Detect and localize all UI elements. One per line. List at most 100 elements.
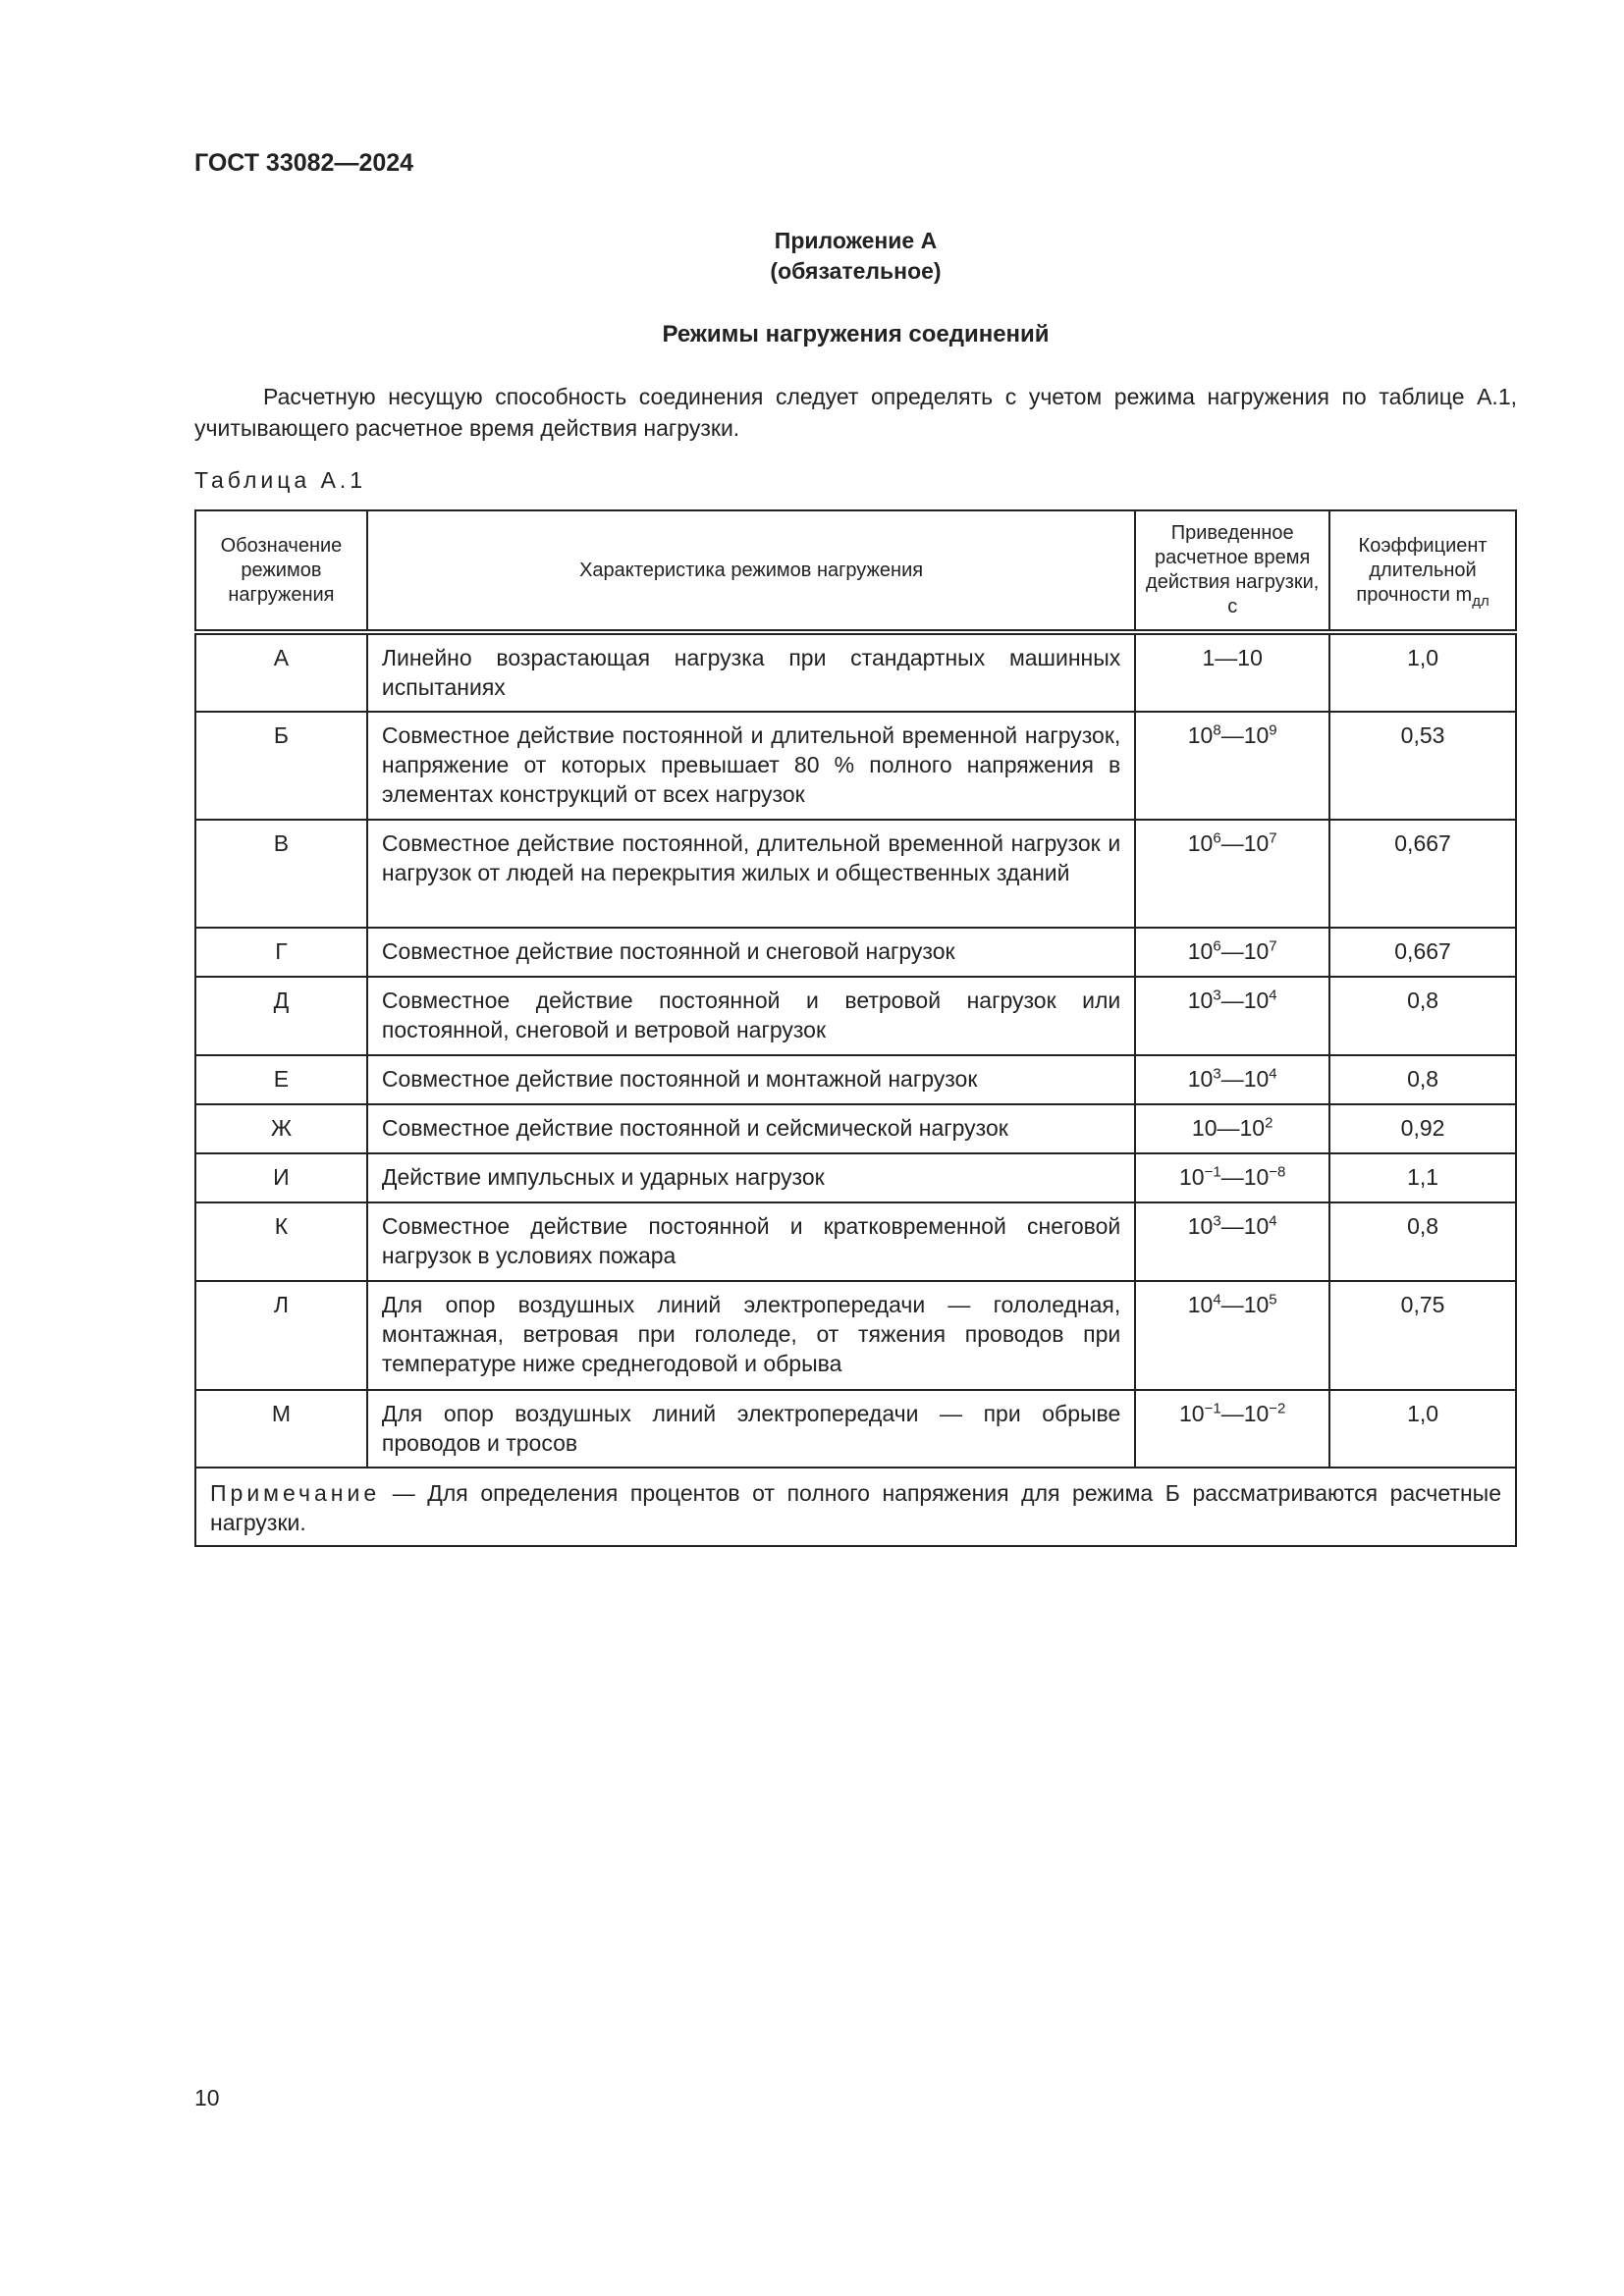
time-cell: 1—10 (1134, 631, 1331, 713)
header-coefficient-subscript: дл (1472, 592, 1489, 610)
time-to-exponent: −2 (1269, 1400, 1286, 1417)
description-cell: Совместное действие постоянной и кратков… (365, 1201, 1137, 1282)
coefficient-cell: 0,75 (1328, 1280, 1517, 1391)
description-cell: Совместное действие постоянной и снегово… (365, 927, 1137, 978)
time-to-exponent: 7 (1269, 937, 1277, 955)
table-row: Г Совместное действие постоянной и снегов… (194, 927, 1517, 978)
time-cell: 108—109 (1134, 711, 1331, 821)
table-row: Ж Совместное действие постоянной и сейсми… (194, 1103, 1517, 1154)
mode-cell: Б (194, 711, 368, 821)
time-to: 10 (1243, 1401, 1270, 1426)
time-from: 10 (1187, 1292, 1214, 1317)
table-header-row: Обозначение режимов нагружения Характери… (194, 509, 1517, 633)
time-cell: 103—104 (1134, 1054, 1331, 1105)
time-to: 10 (1243, 988, 1270, 1013)
description-cell: Совместное действие постоянной и ветрово… (365, 976, 1137, 1056)
time-from-exponent: 3 (1213, 1065, 1221, 1083)
time-from-exponent: 8 (1213, 721, 1221, 739)
time-to-exponent: 4 (1269, 1065, 1277, 1083)
table-row: Д Совместное действие постоянной и ветров… (194, 976, 1517, 1056)
coefficient-cell: 0,8 (1328, 1054, 1517, 1105)
time-to-exponent: 4 (1269, 987, 1277, 1004)
time-from: 10 (1187, 722, 1214, 748)
time-from-exponent: 6 (1213, 937, 1221, 955)
time-to: 10 (1239, 1115, 1266, 1141)
mode-cell: В (194, 819, 368, 929)
time-to: 10 (1243, 1164, 1270, 1190)
time-cell: 10—102 (1134, 1103, 1331, 1154)
table-note: Примечание — Для определения процентов о… (194, 1467, 1517, 1547)
description-cell: Совместное действие постоянной и монтажн… (365, 1054, 1137, 1105)
header-coefficient-label: Коэффициент длительной прочности m (1356, 534, 1488, 606)
time-to: 10 (1243, 1292, 1270, 1317)
time-from-exponent: 6 (1213, 829, 1221, 847)
time-from-exponent: −1 (1204, 1163, 1221, 1181)
header-description: Характеристика режимов нагружения (365, 509, 1137, 633)
time-from: 10 (1191, 1115, 1218, 1141)
time-from-exponent: 3 (1213, 1212, 1221, 1230)
table-row: Е Совместное действие постоянной и монтаж… (194, 1054, 1517, 1105)
note-label: Примечание (210, 1480, 381, 1506)
appendix-status: (обязательное) (770, 258, 942, 284)
time-from: 10 (1178, 1164, 1205, 1190)
coefficient-cell: 0,53 (1328, 711, 1517, 821)
time-to: 10 (1243, 1213, 1270, 1239)
mode-cell: И (194, 1152, 368, 1203)
note-text: — Для определения процентов от полного н… (210, 1480, 1501, 1535)
appendix-title: Приложение А (774, 228, 938, 253)
time-cell: 103—104 (1134, 976, 1331, 1056)
description-cell: Совместное действие постоянной, длительн… (365, 819, 1137, 929)
coefficient-cell: 0,8 (1328, 1201, 1517, 1282)
time-from-exponent: 4 (1213, 1291, 1221, 1308)
time-to-exponent: 5 (1269, 1291, 1277, 1308)
mode-cell: Г (194, 927, 368, 978)
intro-paragraph: Расчетную несущую способность соединения… (194, 384, 1517, 441)
description-cell: Для опор воздушных линий электропередачи… (365, 1389, 1137, 1468)
time-from: 10 (1187, 1213, 1214, 1239)
time-from: 10 (1187, 830, 1214, 856)
time-cell: 106—107 (1134, 927, 1331, 978)
description-cell: Совместное действие постоянной и сейсмич… (365, 1103, 1137, 1154)
time-from-exponent: −1 (1204, 1400, 1221, 1417)
description-cell: Линейно возрастающая нагрузка при станда… (365, 631, 1137, 713)
time-to: 10 (1243, 722, 1270, 748)
mode-cell: А (194, 631, 368, 713)
time-from: 10 (1187, 1066, 1214, 1092)
table-row: И Действие импульсных и ударных нагрузок 1… (194, 1152, 1517, 1203)
time-from: 10 (1187, 938, 1214, 964)
header-mode: Обозначение режимов нагружения (194, 509, 368, 633)
page-number: 10 (194, 2085, 220, 2110)
time-cell: 104—105 (1134, 1280, 1331, 1391)
time-from: 10 (1187, 988, 1214, 1013)
time-cell: 10−1—10−2 (1134, 1389, 1331, 1468)
mode-cell: Л (194, 1280, 368, 1391)
time-from-exponent: 3 (1213, 987, 1221, 1004)
mode-cell: М (194, 1389, 368, 1468)
header-time: Приведенное расчетное время действия наг… (1134, 509, 1331, 633)
time-to-exponent: 2 (1265, 1114, 1273, 1132)
coefficient-cell: 0,92 (1328, 1103, 1517, 1154)
time-to-exponent: 4 (1269, 1212, 1277, 1230)
table-row: Б Совместное действие постоянной и длител… (194, 711, 1517, 821)
time-to: 10 (1243, 1066, 1270, 1092)
mode-cell: Д (194, 976, 368, 1056)
time-to: 10 (1243, 830, 1270, 856)
mode-cell: Ж (194, 1103, 368, 1154)
table-row: М Для опор воздушных линий электропередач… (194, 1389, 1517, 1468)
coefficient-cell: 0,667 (1328, 927, 1517, 978)
section-heading: Режимы нагружения соединений (662, 321, 1050, 347)
loading-modes-table: Обозначение режимов нагружения Характери… (194, 509, 1517, 1547)
header-coefficient: Коэффициент длительной прочности mдл (1328, 509, 1517, 633)
table-row: А Линейно возрастающая нагрузка при станд… (194, 631, 1517, 713)
time-to-exponent: 9 (1269, 721, 1277, 739)
coefficient-cell: 0,667 (1328, 819, 1517, 929)
time-to-exponent: 7 (1269, 829, 1277, 847)
document-code: ГОСТ 33082—2024 (194, 149, 414, 177)
time-from: 1 (1202, 645, 1216, 670)
time-to-exponent: −8 (1269, 1163, 1286, 1181)
table-note-row: Примечание — Для определения процентов о… (194, 1467, 1517, 1547)
time-to: 10 (1243, 938, 1270, 964)
table-row: Л Для опор воздушных линий электропередач… (194, 1280, 1517, 1391)
time-cell: 10−1—10−8 (1134, 1152, 1331, 1203)
description-cell: Для опор воздушных линий электропередачи… (365, 1280, 1137, 1391)
